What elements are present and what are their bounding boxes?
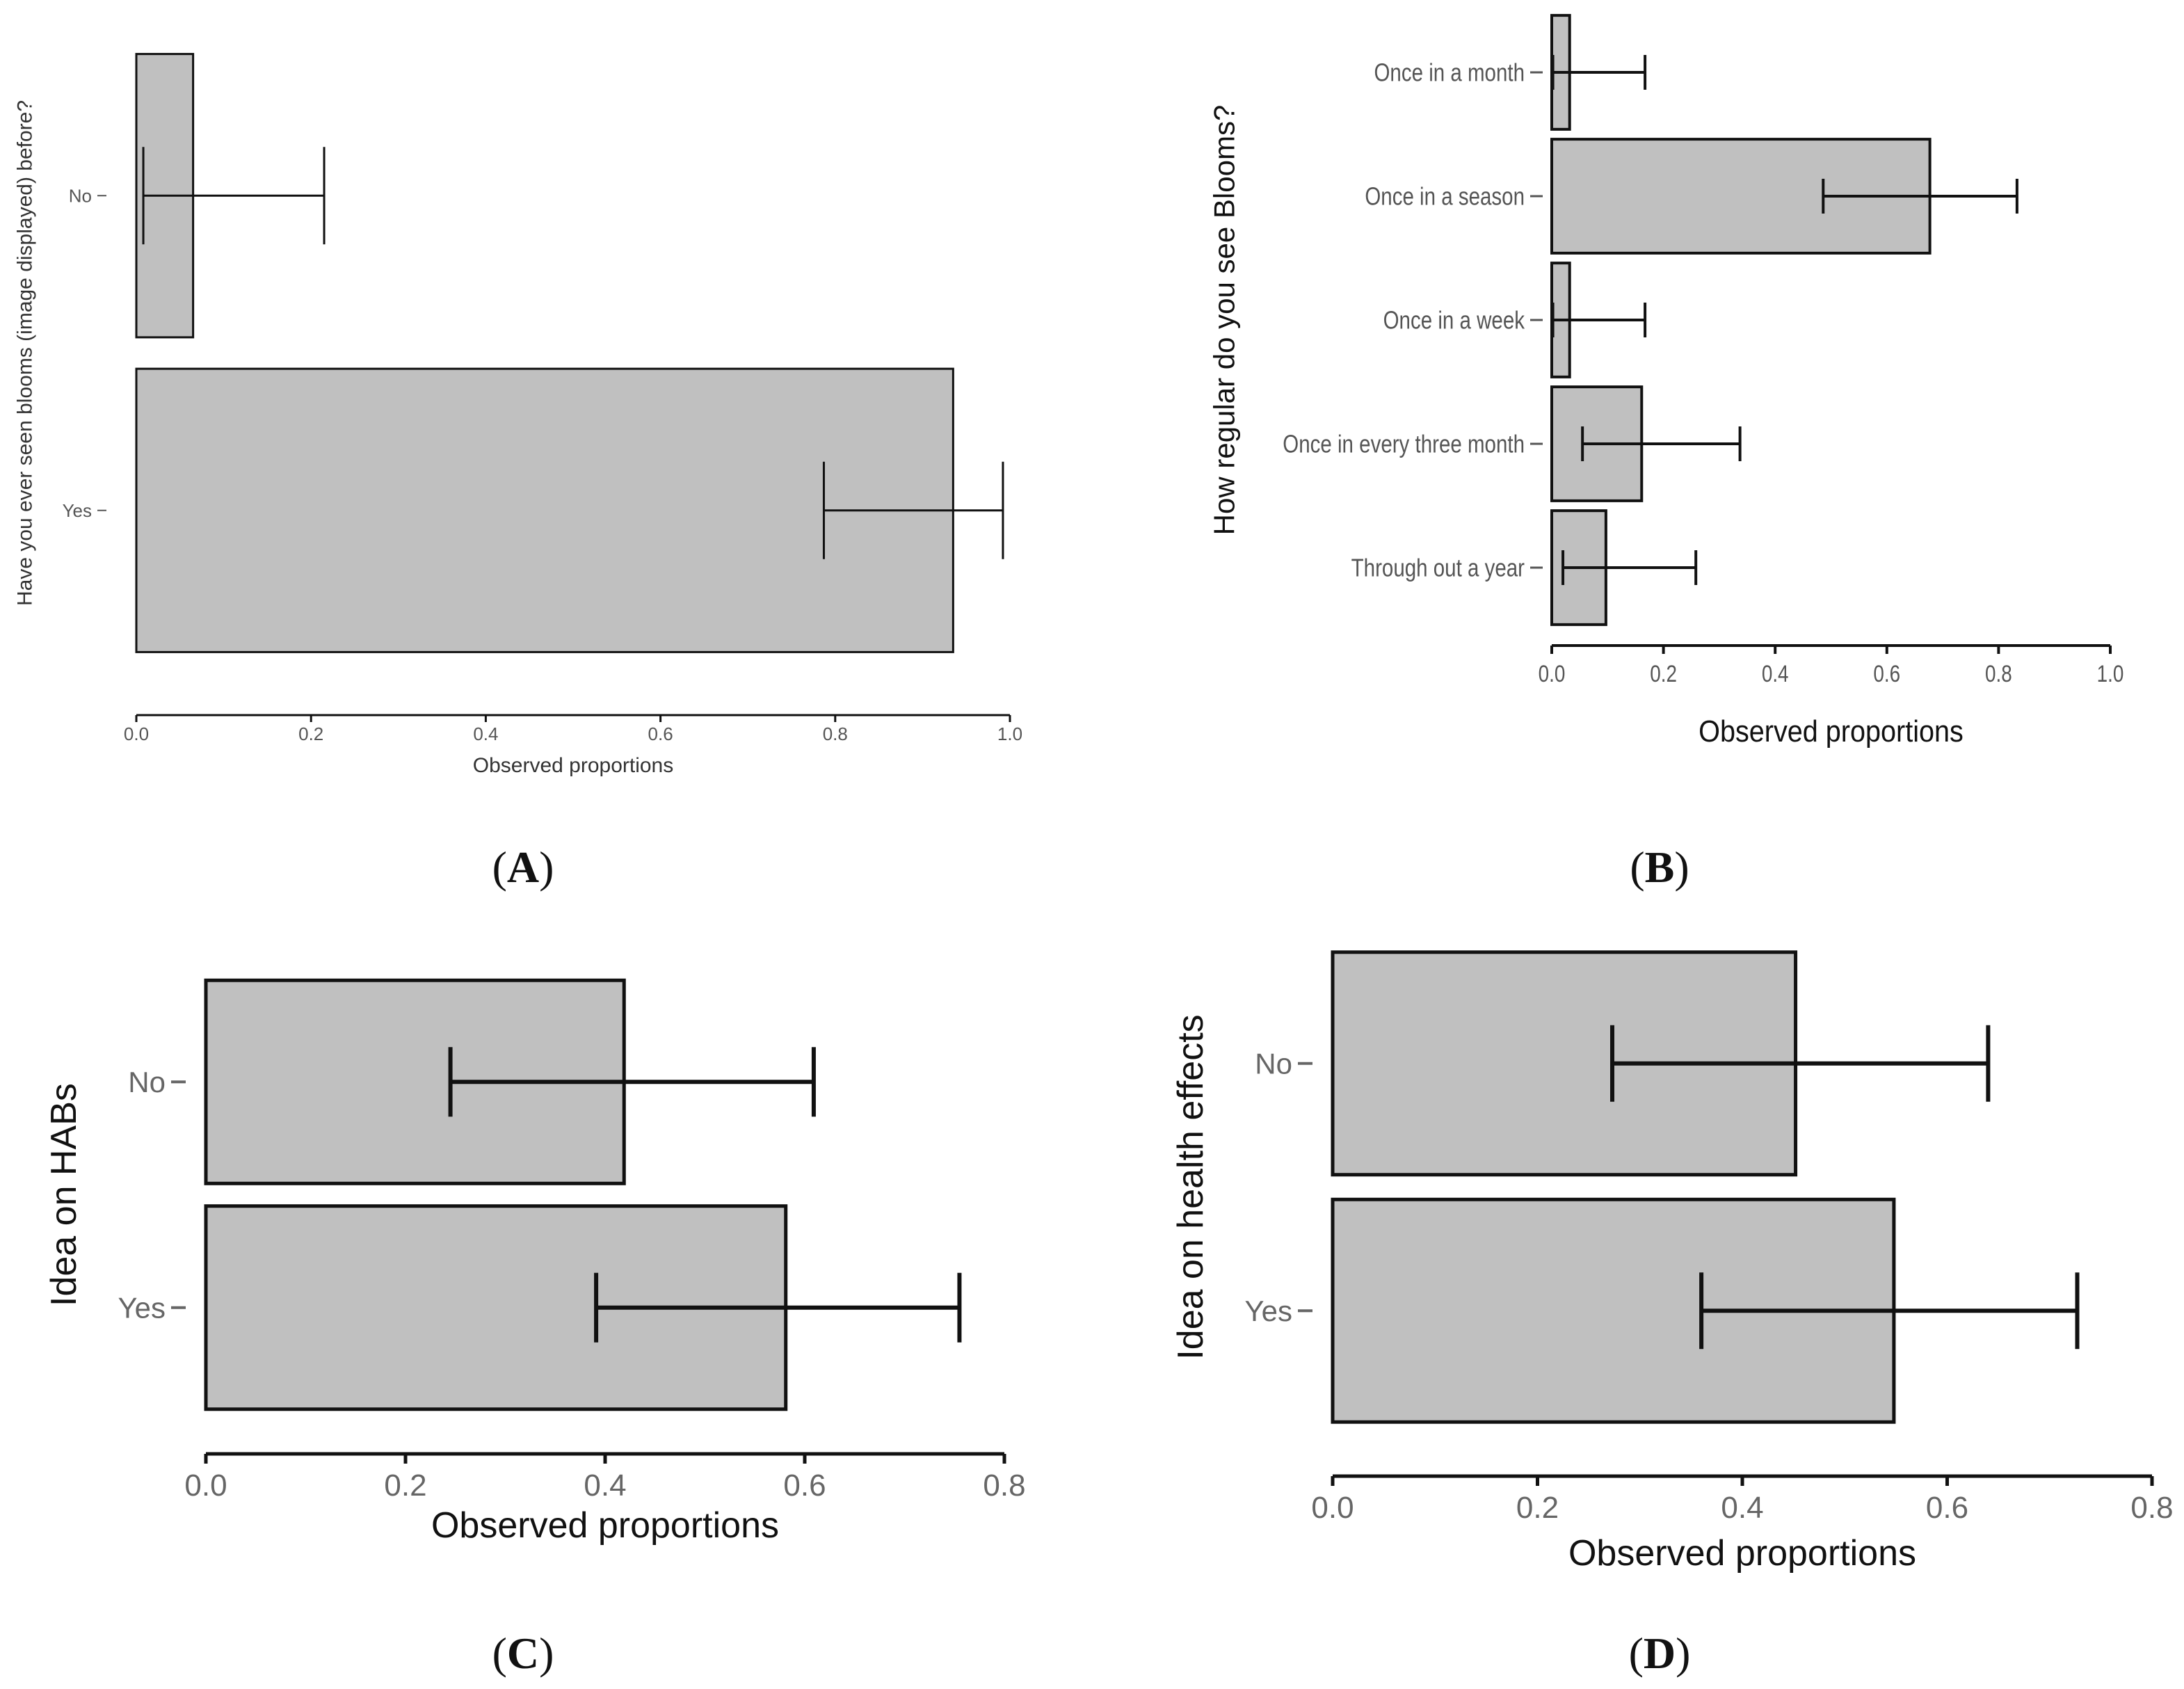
chart-panel-b: Once in a month Once in a season Once in a… [1208,14,2124,748]
y-axis-title-a: Have you ever seen blooms (image display… [14,100,37,606]
panel-label-d: (D) [1629,1628,1691,1678]
x-tick-label-b-0: 0.0 [1539,660,1566,687]
x-tick-label-a-3: 0.6 [648,723,673,744]
x-axis-title-a: Observed proportions [473,754,674,777]
y-axis-title-c: Idea on HABs [44,1083,84,1306]
x-axis-title-d: Observed proportions [1568,1533,1916,1574]
bar-a-1 [135,367,954,653]
x-tick-label-a-1: 0.2 [298,723,323,744]
panel-label-c: (C) [492,1628,554,1678]
x-tick-label-d-2: 0.4 [1721,1491,1763,1525]
panel-letter-a: A [507,842,539,892]
category-label-b-3: Once in every three month [1283,430,1525,458]
x-tick-label-d-0: 0.0 [1311,1491,1354,1525]
category-label-c-1: Yes [118,1291,166,1324]
category-label-c-0: No [128,1066,166,1098]
x-tick-label-c-2: 0.4 [584,1468,626,1503]
x-axis-title-c: Observed proportions [431,1505,779,1546]
chart-panel-c: No Yes 0.0 0.2 0.4 0.6 0.8 Observed proportions… [44,978,1026,1546]
category-label-d-0: No [1255,1047,1292,1080]
category-label-d-1: Yes [1244,1295,1292,1327]
chart-panel-d: No Yes 0.0 0.2 0.4 0.6 0.8 Observed proportions… [1171,950,2174,1574]
x-tick-label-b-1: 0.2 [1650,660,1677,687]
x-tick-label-d-4: 0.8 [2130,1491,2173,1525]
x-tick-label-c-1: 0.2 [384,1468,426,1503]
x-tick-label-b-5: 1.0 [2097,660,2124,687]
x-tick-label-a-0: 0.0 [124,723,149,744]
category-label-a-1: Yes [63,500,92,521]
category-label-b-0: Once in a month [1374,58,1525,86]
y-axis-title-b: How regular do you see Blooms? [1208,105,1241,536]
x-tick-label-c-0: 0.0 [184,1468,227,1503]
x-tick-label-a-5: 1.0 [997,723,1022,744]
x-axis-title-b: Observed proportions [1699,714,1964,748]
panel-label-b: (B) [1630,842,1689,892]
x-tick-label-d-3: 0.6 [1926,1491,1968,1525]
y-axis-title-d: Idea on health effects [1171,1014,1211,1359]
x-tick-label-c-4: 0.8 [983,1468,1025,1503]
x-tick-label-b-3: 0.6 [1873,660,1900,687]
category-label-b-4: Through out a year [1351,554,1525,582]
x-tick-label-a-4: 0.8 [823,723,848,744]
x-tick-label-b-2: 0.4 [1762,660,1789,687]
panel-letter-d: D [1644,1628,1676,1678]
x-tick-label-d-1: 0.2 [1516,1491,1559,1525]
panel-letter-c: C [507,1628,539,1678]
panel-label-a: (A) [492,842,554,892]
category-label-a-0: No [69,185,92,206]
x-tick-label-a-2: 0.4 [473,723,498,744]
category-label-b-1: Once in a season [1365,182,1525,210]
category-label-b-2: Once in a week [1383,306,1525,334]
x-tick-label-c-3: 0.6 [783,1468,826,1503]
x-tick-label-b-4: 0.8 [1985,660,2012,687]
panel-letter-b: B [1645,842,1675,892]
chart-panel-a: No Yes 0.0 0.2 0.4 0.6 0.8 1.0 Observed proporti… [14,53,1022,777]
